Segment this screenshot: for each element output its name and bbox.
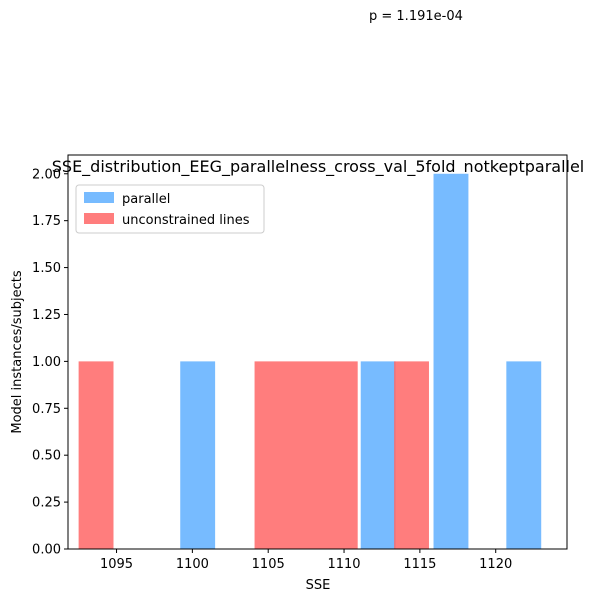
legend-swatch-parallel [84, 192, 114, 203]
legend-frame [75, 184, 265, 234]
bar-parallel-3 [506, 361, 542, 549]
x-tick-label-4: 1115 [403, 557, 436, 572]
y-tick-label-0: 0.00 [32, 543, 61, 558]
bars-group [78, 173, 542, 549]
y-tick-label-8: 2.00 [32, 167, 61, 182]
bar-unconstrained-1 [254, 361, 358, 549]
y-tick-label-5: 1.25 [32, 308, 61, 323]
y-tick-label-2: 0.50 [32, 449, 61, 464]
legend-label-parallel: parallel [122, 192, 170, 207]
p-value-annotation: p = 1.191e-04 [369, 9, 463, 24]
bar-unconstrained-0 [78, 361, 114, 549]
bar-parallel-0 [180, 361, 216, 549]
legend-swatch-unconstrained [84, 213, 114, 224]
y-tick-label-6: 1.50 [32, 261, 61, 276]
bar-parallel-2 [433, 173, 469, 549]
legend-label-unconstrained: unconstrained lines [122, 213, 250, 228]
x-tick-label-5: 1120 [479, 557, 512, 572]
x-tick-label-1: 1100 [176, 557, 209, 572]
y-tick-label-3: 0.75 [32, 402, 61, 417]
x-tick-label-3: 1110 [327, 557, 360, 572]
bar-unconstrained-2 [394, 361, 429, 549]
y-tick-label-4: 1.00 [32, 355, 61, 370]
x-axis-ticks: 1095 1100 1105 1110 1115 1120 [100, 549, 512, 572]
bar-parallel-1 [360, 361, 396, 549]
y-axis-ticks: 0.00 0.25 0.50 0.75 1.00 1.25 1.50 1.75 2.00 [32, 167, 68, 558]
x-tick-label-2: 1105 [252, 557, 285, 572]
x-tick-label-0: 1095 [100, 557, 133, 572]
chart-title: SSE_distribution_EEG_parallelness_cross_… [52, 157, 585, 177]
plot-frame [67, 154, 568, 550]
y-tick-label-1: 0.25 [32, 496, 61, 511]
y-axis-label: Model instances/subjects [10, 270, 25, 434]
x-axis-label: SSE [306, 578, 331, 593]
y-tick-label-7: 1.75 [32, 214, 61, 229]
legend: parallel unconstrained lines [75, 184, 265, 234]
